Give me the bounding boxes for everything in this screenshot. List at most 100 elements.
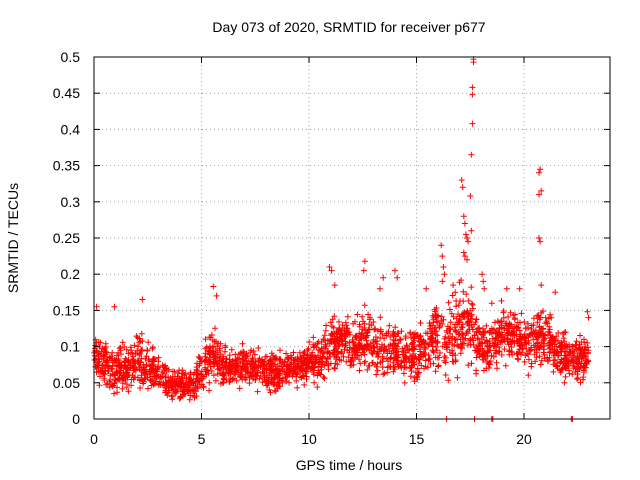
data-point bbox=[567, 352, 573, 359]
x-tick-label: 10 bbox=[301, 431, 317, 447]
data-point bbox=[521, 319, 528, 325]
data-point bbox=[442, 333, 449, 340]
data-point bbox=[312, 359, 319, 366]
data-point bbox=[527, 332, 534, 338]
data-point bbox=[549, 341, 556, 348]
data-point bbox=[540, 308, 546, 315]
data-point bbox=[331, 351, 337, 358]
data-point bbox=[252, 377, 259, 383]
data-point bbox=[408, 334, 415, 341]
data-point bbox=[475, 342, 482, 349]
data-point bbox=[368, 322, 375, 329]
data-point bbox=[162, 380, 169, 387]
data-point bbox=[434, 340, 441, 346]
data-point bbox=[537, 166, 544, 173]
data-point bbox=[394, 274, 401, 281]
data-point bbox=[283, 378, 290, 385]
data-point bbox=[137, 385, 144, 391]
data-point bbox=[218, 358, 225, 365]
data-point bbox=[137, 358, 144, 365]
data-point bbox=[574, 371, 581, 378]
data-point bbox=[253, 363, 260, 370]
data-point bbox=[535, 335, 542, 341]
data-point bbox=[116, 345, 123, 352]
data-point bbox=[328, 332, 335, 339]
data-point bbox=[342, 338, 349, 345]
data-point bbox=[458, 177, 465, 184]
data-point bbox=[508, 344, 515, 351]
data-point bbox=[525, 356, 532, 363]
data-point bbox=[267, 389, 274, 396]
data-point bbox=[569, 343, 576, 350]
data-point bbox=[339, 327, 345, 334]
data-point bbox=[118, 351, 124, 358]
data-point bbox=[409, 359, 415, 366]
data-point bbox=[548, 314, 555, 321]
data-point bbox=[461, 253, 468, 260]
data-point bbox=[468, 227, 475, 234]
data-point bbox=[100, 356, 107, 363]
data-point bbox=[494, 341, 501, 348]
data-point bbox=[207, 347, 214, 354]
data-point bbox=[536, 342, 543, 349]
data-point bbox=[393, 357, 400, 364]
data-point bbox=[421, 344, 428, 351]
data-point bbox=[490, 343, 497, 350]
data-point bbox=[465, 318, 472, 325]
data-point bbox=[308, 360, 315, 366]
data-point bbox=[507, 309, 514, 316]
data-point bbox=[221, 376, 227, 383]
data-point bbox=[165, 366, 172, 373]
data-point bbox=[460, 249, 467, 256]
data-point bbox=[362, 327, 369, 334]
data-point bbox=[488, 300, 495, 307]
data-point bbox=[379, 364, 386, 371]
data-point bbox=[289, 373, 296, 380]
data-point bbox=[155, 354, 162, 361]
data-point bbox=[271, 372, 278, 379]
data-point bbox=[282, 374, 289, 381]
data-point bbox=[400, 370, 407, 377]
data-point bbox=[441, 271, 448, 278]
data-point bbox=[536, 353, 543, 360]
data-point bbox=[360, 267, 367, 274]
data-point bbox=[515, 356, 522, 363]
data-point bbox=[426, 320, 433, 327]
data-point bbox=[280, 361, 287, 368]
data-point bbox=[444, 323, 451, 330]
data-point bbox=[239, 363, 246, 370]
data-point bbox=[335, 318, 342, 325]
data-point bbox=[394, 361, 401, 368]
data-point bbox=[360, 344, 366, 351]
data-point bbox=[460, 332, 467, 339]
data-point bbox=[366, 347, 373, 354]
data-point bbox=[476, 339, 483, 346]
data-point bbox=[204, 367, 211, 374]
data-point bbox=[465, 297, 472, 304]
data-point bbox=[321, 375, 328, 382]
x-axis-label: GPS time / hours bbox=[296, 457, 403, 473]
data-point bbox=[318, 345, 325, 352]
data-point bbox=[121, 358, 128, 365]
data-point bbox=[331, 282, 338, 289]
data-point bbox=[585, 314, 592, 321]
data-point bbox=[225, 370, 232, 377]
data-point bbox=[97, 373, 103, 380]
data-point bbox=[212, 347, 219, 354]
data-point bbox=[310, 334, 317, 341]
data-point bbox=[138, 330, 145, 337]
data-point bbox=[325, 366, 332, 373]
data-point bbox=[229, 358, 236, 365]
data-point bbox=[559, 331, 566, 337]
data-point bbox=[171, 368, 178, 375]
data-point bbox=[277, 347, 283, 354]
data-point bbox=[417, 320, 424, 326]
data-point bbox=[286, 379, 293, 386]
data-point bbox=[299, 359, 306, 366]
data-point bbox=[245, 369, 252, 376]
data-point bbox=[539, 331, 546, 338]
data-point bbox=[175, 370, 182, 377]
data-point bbox=[115, 362, 122, 369]
data-point bbox=[266, 367, 273, 374]
